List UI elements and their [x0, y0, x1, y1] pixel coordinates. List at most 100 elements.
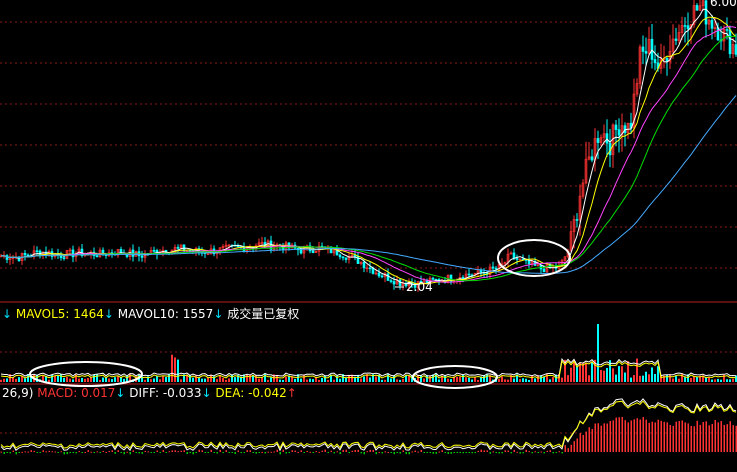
- macd-histogram-bar: [678, 421, 680, 452]
- macd-histogram-bar: [51, 451, 53, 453]
- candle-body: [644, 51, 648, 54]
- volume-bar: [579, 362, 581, 382]
- macd-histogram-bar: [495, 452, 497, 453]
- volume-bar: [228, 378, 230, 382]
- volume-bar: [198, 377, 200, 382]
- volume-bar: [246, 374, 248, 382]
- candle-body: [653, 59, 657, 64]
- macd-histogram-bar: [291, 450, 293, 452]
- macd-histogram-bar: [387, 451, 389, 453]
- high-price-label: 6.00: [710, 0, 737, 9]
- macd-histogram-bar: [681, 420, 683, 452]
- volume-bar: [204, 378, 206, 382]
- volume-bar: [9, 374, 11, 382]
- macd-histogram-bar: [432, 452, 434, 454]
- volume-bar: [555, 374, 557, 382]
- volume-bar: [354, 376, 356, 382]
- volume-bar: [600, 369, 602, 382]
- volume-bar: [717, 378, 719, 382]
- volume-bar: [369, 377, 371, 382]
- macd-histogram-bar: [258, 452, 260, 453]
- volume-bar: [552, 377, 554, 382]
- volume-bar: [378, 374, 380, 382]
- macd-histogram-bar: [486, 450, 488, 452]
- macd-histogram-bar: [714, 420, 716, 452]
- macd-histogram-bar: [159, 452, 161, 453]
- macd-histogram-bar: [363, 452, 365, 455]
- candle-body: [725, 29, 729, 31]
- macd-histogram-bar: [375, 452, 377, 455]
- macd-histogram-bar: [462, 452, 464, 454]
- volume-bar: [81, 377, 83, 382]
- candle-body: [515, 258, 519, 260]
- macd-histogram-bar: [720, 421, 722, 452]
- price-annotations: 2.04 6.00: [395, 0, 737, 294]
- volume-bar: [447, 378, 449, 382]
- volume-bar: [90, 376, 92, 382]
- candle-body: [596, 138, 600, 143]
- macd-histogram-bar: [63, 452, 65, 455]
- macd-histogram-bar: [99, 452, 101, 453]
- candle-body: [314, 250, 318, 253]
- volume-bar: [150, 379, 152, 382]
- volume-bar: [585, 362, 587, 382]
- volume-bar: [261, 376, 263, 382]
- macd-histogram-bar: [366, 451, 368, 453]
- macd-histogram-bar: [114, 452, 116, 454]
- macd-histogram-bar: [78, 451, 80, 453]
- macd-histogram-bar: [180, 450, 182, 452]
- macd-histogram-bar: [360, 452, 362, 454]
- volume-bar: [639, 375, 641, 382]
- volume-bar: [282, 379, 284, 382]
- macd-histogram-bar: [30, 450, 32, 452]
- macd-histogram-bar: [645, 419, 647, 452]
- volume-bar: [660, 375, 662, 382]
- volume-bar: [612, 368, 614, 382]
- candle-body: [338, 254, 342, 258]
- volume-bar: [312, 379, 314, 382]
- candle-body: [23, 253, 27, 256]
- volume-bar: [192, 377, 194, 382]
- candle-body: [386, 273, 390, 281]
- macd-histogram-bar: [408, 452, 410, 455]
- macd-histogram-bar: [579, 433, 581, 452]
- volume-bar: [402, 378, 404, 382]
- macd-histogram-bar: [219, 449, 221, 452]
- macd-histogram-bar: [708, 425, 710, 452]
- volume-bar: [720, 379, 722, 382]
- macd-histogram-bar: [684, 422, 686, 452]
- macd-histogram-bar: [711, 423, 713, 452]
- candle-body: [671, 38, 675, 52]
- macd-histogram-bar: [621, 416, 623, 452]
- candle-body: [341, 256, 345, 259]
- macd-histogram-bar: [6, 452, 8, 453]
- volume-bar: [528, 379, 530, 382]
- volume-bar: [249, 374, 251, 382]
- volume-bar: [432, 374, 434, 382]
- macd-histogram-bar: [57, 452, 59, 453]
- candle-body: [365, 267, 369, 270]
- macd-histogram-bar: [126, 451, 128, 453]
- volume-bar: [360, 378, 362, 382]
- volume-bar: [675, 376, 677, 382]
- macd-histogram-bar: [654, 422, 656, 452]
- macd-histogram-bar: [45, 451, 47, 453]
- volume-bar: [480, 376, 482, 382]
- arrow-up-icon: ↑: [287, 386, 297, 400]
- macd-histogram-bar: [81, 452, 83, 453]
- volume-bar: [483, 375, 485, 382]
- macd-histogram-bar: [273, 451, 275, 453]
- macd-histogram-bar: [729, 421, 731, 452]
- volume-bar: [693, 375, 695, 382]
- volume-bar: [285, 376, 287, 382]
- volume-bar: [636, 358, 638, 382]
- volume-bar: [183, 374, 185, 382]
- candle-body: [617, 129, 621, 136]
- macd-histogram-bar: [207, 452, 209, 453]
- volume-bar: [336, 375, 338, 382]
- macd-histogram-bar: [210, 449, 212, 452]
- volume-bar: [30, 377, 32, 382]
- macd-histogram-bar: [150, 452, 152, 453]
- volume-bar: [84, 378, 86, 382]
- volume-bar: [426, 375, 428, 382]
